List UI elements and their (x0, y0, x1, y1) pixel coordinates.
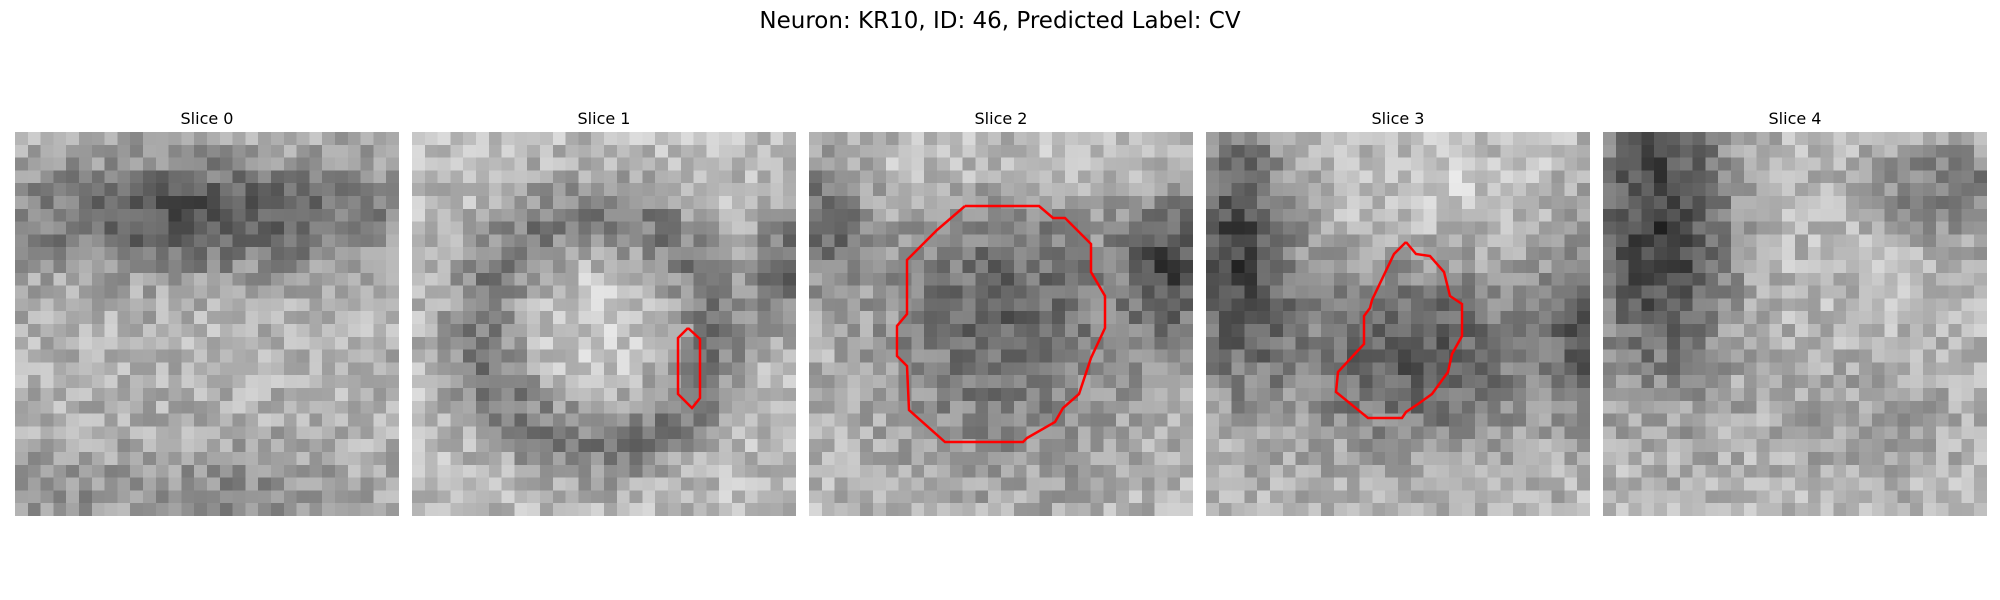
roi-outline (676, 327, 702, 410)
slice-image (412, 132, 796, 516)
slice-title: Slice 3 (1371, 109, 1425, 128)
roi-contour (895, 204, 1107, 444)
slice-panel-3: Slice 3 (1206, 108, 1590, 516)
slice-title: Slice 0 (180, 109, 234, 128)
slice-image (1206, 132, 1590, 516)
roi-contour (1334, 241, 1464, 420)
slice-image (1603, 132, 1987, 516)
slice-title: Slice 4 (1768, 109, 1822, 128)
slice-title: Slice 2 (974, 109, 1028, 128)
grayscale-slice-image (1206, 132, 1590, 516)
slice-image (15, 132, 399, 516)
slice-panel-4: Slice 4 (1603, 108, 1987, 516)
figure-title: Neuron: KR10, ID: 46, Predicted Label: C… (759, 8, 1241, 34)
slice-panel-2: Slice 2 (809, 108, 1193, 516)
slice-panel-0: Slice 0 (15, 108, 399, 516)
roi-outline (1334, 241, 1464, 420)
slice-panel-1: Slice 1 (412, 108, 796, 516)
grayscale-slice-image (15, 132, 399, 516)
slice-image (809, 132, 1193, 516)
grayscale-slice-image (809, 132, 1193, 516)
grayscale-slice-image (1603, 132, 1987, 516)
slice-title: Slice 1 (577, 109, 631, 128)
grayscale-slice-image (412, 132, 796, 516)
roi-contour (676, 327, 702, 410)
roi-outline (895, 204, 1107, 444)
